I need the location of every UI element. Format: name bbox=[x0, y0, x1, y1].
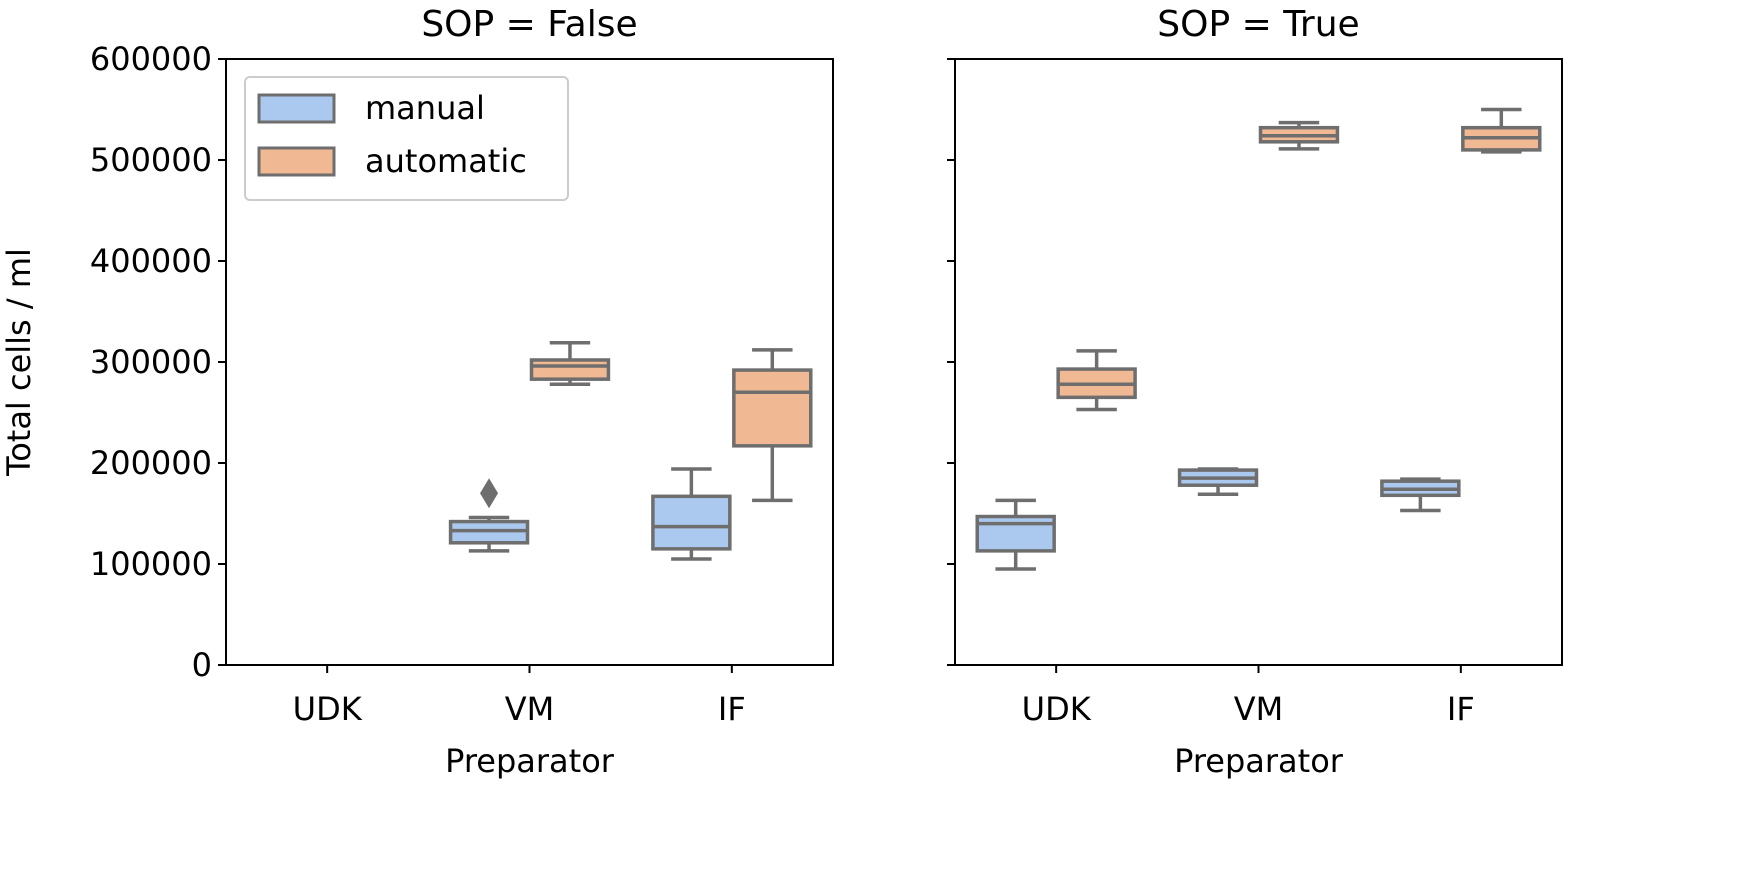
panel-1: SOP = False Preparator UDK VM IF 0 100000 20000… bbox=[90, 4, 834, 780]
axes-frame bbox=[954, 58, 1563, 666]
x-tick-label: IF bbox=[1447, 690, 1475, 728]
x-tick-label: VM bbox=[505, 690, 555, 728]
box-body bbox=[732, 368, 813, 448]
box-if-manual bbox=[651, 467, 732, 561]
legend-label-manual: manual bbox=[365, 89, 485, 127]
outlier-point bbox=[480, 478, 499, 509]
x-tick-label: UDK bbox=[293, 690, 363, 728]
legend: manual automatic bbox=[244, 76, 569, 201]
box-vm-manual bbox=[448, 478, 530, 553]
y-tick-label: 500000 bbox=[90, 141, 212, 179]
box-if-automatic bbox=[1461, 107, 1542, 154]
y-tick-label: 300000 bbox=[90, 343, 212, 381]
y-tick-label: 600000 bbox=[90, 40, 212, 78]
box-udk-manual bbox=[975, 498, 1056, 571]
box-body bbox=[975, 514, 1056, 553]
box-if-manual bbox=[1380, 477, 1461, 513]
legend-swatch-automatic bbox=[257, 146, 336, 177]
y-tick-label: 0 bbox=[192, 646, 212, 684]
box-vm-automatic bbox=[529, 341, 611, 386]
y-axis-label: Total cells / ml bbox=[0, 248, 38, 477]
axes-frame bbox=[225, 58, 834, 666]
x-tick-label: VM bbox=[1234, 690, 1284, 728]
legend-label-automatic: automatic bbox=[365, 142, 527, 180]
x-axis-label: Preparator bbox=[1174, 742, 1344, 780]
box-body bbox=[529, 358, 611, 381]
x-axis-label: Preparator bbox=[445, 742, 615, 780]
box-if-automatic bbox=[732, 348, 813, 503]
x-tick-label: IF bbox=[718, 690, 746, 728]
y-tick-label: 200000 bbox=[90, 444, 212, 482]
panel-2: SOP = True Preparator UDK VM IF bbox=[947, 4, 1563, 780]
box-vm-automatic bbox=[1258, 120, 1340, 151]
y-tick-label: 100000 bbox=[90, 545, 212, 583]
legend-swatch-manual bbox=[257, 93, 336, 124]
box-udk-automatic bbox=[1056, 349, 1137, 412]
panel-title: SOP = False bbox=[421, 4, 637, 45]
box-vm-manual bbox=[1177, 467, 1259, 497]
panel-title: SOP = True bbox=[1157, 4, 1359, 45]
y-tick-label: 400000 bbox=[90, 242, 212, 280]
x-tick-label: UDK bbox=[1022, 690, 1092, 728]
box-body bbox=[651, 494, 732, 551]
